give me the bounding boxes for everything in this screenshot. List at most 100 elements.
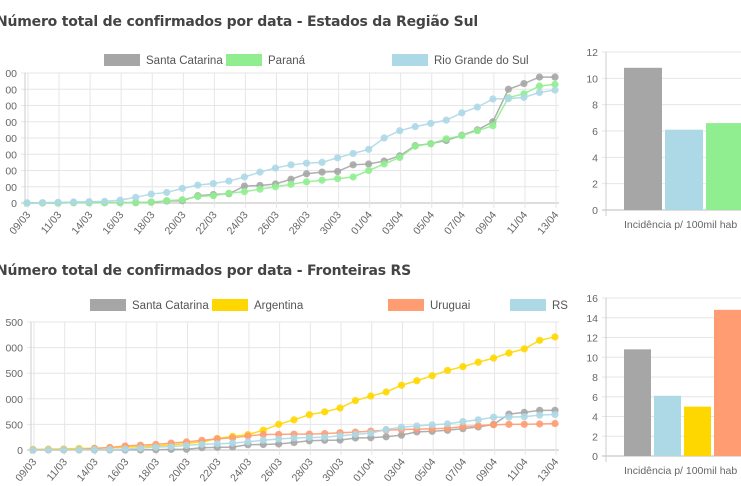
data-point-argentina[interactable] [290, 416, 298, 424]
data-point-rio-grande-do-sul[interactable] [178, 184, 186, 192]
legend-swatch-argentina[interactable] [212, 299, 248, 311]
data-point-parana[interactable] [458, 131, 466, 140]
data-point-rs[interactable] [367, 429, 375, 437]
data-point-parana[interactable] [365, 166, 373, 175]
data-point-argentina[interactable] [474, 358, 482, 366]
data-point-rs[interactable] [75, 446, 83, 454]
data-point-rs[interactable] [428, 421, 436, 429]
bar-argentina[interactable] [684, 406, 711, 456]
data-point-parana[interactable] [535, 82, 544, 90]
data-point-parana[interactable] [132, 199, 140, 207]
data-point-rio-grande-do-sul[interactable] [23, 199, 31, 207]
data-point-argentina[interactable] [443, 366, 452, 375]
data-point-uruguai[interactable] [551, 419, 559, 428]
bar-parana[interactable] [706, 123, 741, 210]
data-point-uruguai[interactable] [259, 430, 267, 439]
data-point-santa-catarina[interactable] [275, 440, 283, 448]
data-point-rio-grande-do-sul[interactable] [38, 199, 47, 207]
legend-label-uruguai[interactable]: Uruguai [430, 300, 470, 312]
data-point-parana[interactable] [473, 127, 481, 135]
data-point-parana[interactable] [302, 178, 311, 186]
data-point-argentina[interactable] [397, 381, 406, 389]
data-point-parana[interactable] [333, 175, 342, 183]
data-point-rs[interactable] [551, 410, 559, 419]
data-point-argentina[interactable] [351, 396, 360, 405]
data-point-parana[interactable] [396, 153, 404, 162]
data-point-argentina[interactable] [536, 336, 544, 344]
data-point-rio-grande-do-sul[interactable] [256, 168, 264, 176]
data-point-parana[interactable] [489, 122, 497, 130]
data-point-parana[interactable] [225, 189, 233, 197]
data-point-uruguai[interactable] [228, 434, 237, 442]
data-point-rs[interactable] [198, 440, 206, 448]
data-point-rs[interactable] [397, 423, 406, 431]
data-point-santa-catarina[interactable] [551, 73, 559, 81]
legend-swatch-santa-catarina[interactable] [104, 54, 140, 66]
data-point-rs[interactable] [90, 445, 99, 454]
data-point-santa-catarina[interactable] [318, 168, 326, 176]
data-point-rs[interactable] [474, 416, 482, 424]
data-point-rio-grande-do-sul[interactable] [163, 188, 171, 197]
data-point-rio-grande-do-sul[interactable] [333, 154, 342, 162]
data-point-argentina[interactable] [489, 354, 498, 362]
data-point-rs[interactable] [44, 446, 52, 454]
bar-rio-grande-do-sul[interactable] [665, 129, 703, 210]
data-point-argentina[interactable] [336, 404, 344, 412]
data-point-rs[interactable] [136, 444, 145, 452]
data-point-uruguai[interactable] [505, 420, 513, 428]
bar-uruguai[interactable] [714, 309, 741, 456]
data-point-santa-catarina[interactable] [349, 161, 357, 169]
data-point-parana[interactable] [147, 198, 155, 206]
data-point-rs[interactable] [459, 417, 467, 426]
data-point-santa-catarina[interactable] [520, 79, 528, 88]
data-point-rio-grande-do-sul[interactable] [101, 197, 109, 205]
data-point-argentina[interactable] [382, 388, 390, 396]
legend-label-rio-grande-do-sul[interactable]: Rio Grande do Sul [434, 55, 529, 67]
data-point-argentina[interactable] [551, 333, 559, 341]
data-point-rs[interactable] [305, 433, 313, 442]
legend-swatch-parana[interactable] [226, 54, 262, 66]
data-point-uruguai[interactable] [536, 420, 544, 428]
data-point-santa-catarina[interactable] [535, 73, 544, 81]
data-point-rio-grande-do-sul[interactable] [551, 86, 559, 94]
data-point-parana[interactable] [256, 185, 264, 193]
data-point-santa-catarina[interactable] [382, 433, 390, 441]
data-point-rio-grande-do-sul[interactable] [209, 179, 217, 188]
data-point-argentina[interactable] [459, 363, 467, 371]
data-point-rs[interactable] [167, 443, 175, 451]
legend-label-parana[interactable]: Paraná [268, 55, 306, 67]
data-point-parana[interactable] [194, 192, 202, 201]
data-point-parana[interactable] [209, 192, 217, 200]
data-point-rio-grande-do-sul[interactable] [473, 103, 481, 111]
data-point-rs[interactable] [152, 443, 160, 451]
bar-rs[interactable] [654, 395, 681, 456]
data-point-rs[interactable] [321, 433, 329, 441]
data-point-rs[interactable] [382, 425, 390, 434]
data-point-rio-grande-do-sul[interactable] [442, 116, 450, 124]
data-point-argentina[interactable] [505, 349, 513, 357]
data-point-rio-grande-do-sul[interactable] [396, 127, 404, 135]
data-point-rio-grande-do-sul[interactable] [411, 123, 419, 131]
data-point-parana[interactable] [178, 196, 186, 204]
data-point-parana[interactable] [287, 180, 295, 188]
data-point-rio-grande-do-sul[interactable] [427, 119, 435, 127]
data-point-rio-grande-do-sul[interactable] [271, 164, 280, 172]
data-point-parana[interactable] [380, 160, 388, 168]
data-point-argentina[interactable] [275, 420, 283, 428]
data-point-argentina[interactable] [367, 392, 375, 400]
data-point-rio-grande-do-sul[interactable] [225, 177, 233, 185]
data-point-rio-grande-do-sul[interactable] [132, 193, 140, 201]
data-point-rio-grande-do-sul[interactable] [489, 95, 497, 103]
data-point-argentina[interactable] [321, 408, 329, 416]
data-point-rio-grande-do-sul[interactable] [116, 196, 124, 204]
data-point-rs[interactable] [259, 436, 267, 444]
data-point-rs[interactable] [213, 440, 221, 448]
data-point-parana[interactable] [349, 173, 357, 181]
data-point-rio-grande-do-sul[interactable] [69, 198, 78, 206]
data-point-parana[interactable] [271, 183, 280, 191]
data-point-rs[interactable] [351, 430, 360, 438]
data-point-rs[interactable] [505, 413, 513, 421]
data-point-santa-catarina[interactable] [397, 431, 406, 439]
data-point-rio-grande-do-sul[interactable] [318, 158, 326, 166]
data-point-rio-grande-do-sul[interactable] [194, 181, 202, 189]
